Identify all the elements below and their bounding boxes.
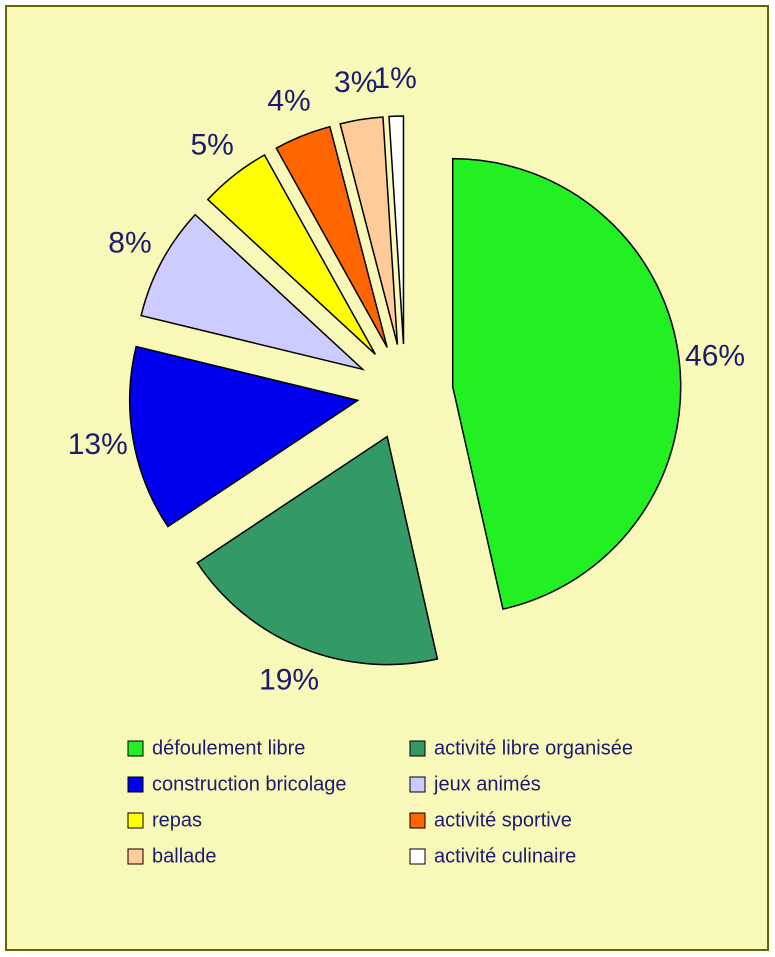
legend-swatch xyxy=(127,776,144,793)
slice-label: 5% xyxy=(190,129,233,162)
legend-swatch xyxy=(409,848,426,865)
legend-label: repas xyxy=(152,809,202,831)
slice-label: 4% xyxy=(267,84,310,117)
slice-label: 46% xyxy=(685,339,745,372)
slice-label: 3% xyxy=(334,66,377,99)
legend-swatch xyxy=(127,848,144,865)
pie-slice xyxy=(388,115,405,345)
legend-swatch xyxy=(409,776,426,793)
slice-label: 13% xyxy=(68,428,128,461)
slice-label: 19% xyxy=(259,664,319,697)
legend-swatch xyxy=(127,812,144,829)
pie-slice xyxy=(206,154,376,355)
legend-label: construction bricolage xyxy=(152,773,347,795)
pie-slice xyxy=(339,116,399,345)
legend-label: jeux animés xyxy=(433,773,541,795)
legend-label: activité libre organisée xyxy=(434,737,633,759)
pie-slice xyxy=(196,435,439,666)
legend-swatch xyxy=(127,740,144,757)
pie-slice xyxy=(129,345,360,528)
legend-label: ballade xyxy=(152,845,217,867)
legend-swatch xyxy=(409,812,426,829)
pie-slice xyxy=(451,157,682,610)
pie-slice xyxy=(275,125,388,348)
legend-label: activité culinaire xyxy=(434,845,576,867)
legend-label: défoulement libre xyxy=(152,737,305,759)
pie-slice xyxy=(140,213,366,371)
slice-label: 8% xyxy=(108,227,151,260)
slice-label: 1% xyxy=(373,62,416,95)
legend-label: activité sportive xyxy=(434,809,572,831)
legend-swatch xyxy=(409,740,426,757)
